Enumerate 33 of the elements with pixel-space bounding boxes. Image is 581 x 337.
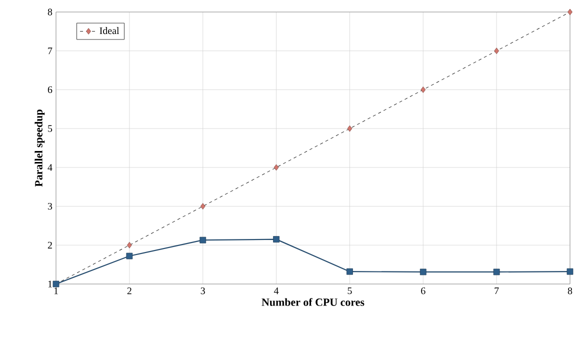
point [493,268,500,276]
x-tick-label: 8 [568,288,572,294]
point [568,8,572,16]
y-tick-label: 8 [48,8,52,16]
point [566,268,574,275]
y-tick-label: 1 [48,280,52,288]
point [126,242,132,248]
point [346,268,353,275]
x-tick-label: 3 [200,288,205,294]
y-tick-label: 4 [48,164,52,171]
x-tick-label: 4 [274,288,279,294]
point [200,203,206,210]
point [494,48,500,54]
point [126,252,133,260]
x-tick-label: 1 [54,288,58,294]
point [420,86,426,93]
y-tick-label: 7 [48,48,52,54]
point [200,236,206,244]
x-tick-label: 2 [127,288,132,294]
point [273,236,280,243]
x-axis-title: Number of CPU cores [262,298,364,306]
x-tick-label: 6 [421,288,426,294]
y-tick-label: 5 [48,125,52,132]
y-tick-label: 6 [48,86,52,94]
point [420,268,426,276]
x-tick-label: 7 [494,288,499,294]
y-tick-label: 2 [48,242,52,248]
legend-label: Ideal [100,27,120,34]
x-tick-label: 5 [348,288,352,294]
y-axis-title: Parallel speedup [34,110,45,187]
point [274,164,279,171]
y-tick-label: 3 [48,202,52,210]
point [347,125,352,132]
